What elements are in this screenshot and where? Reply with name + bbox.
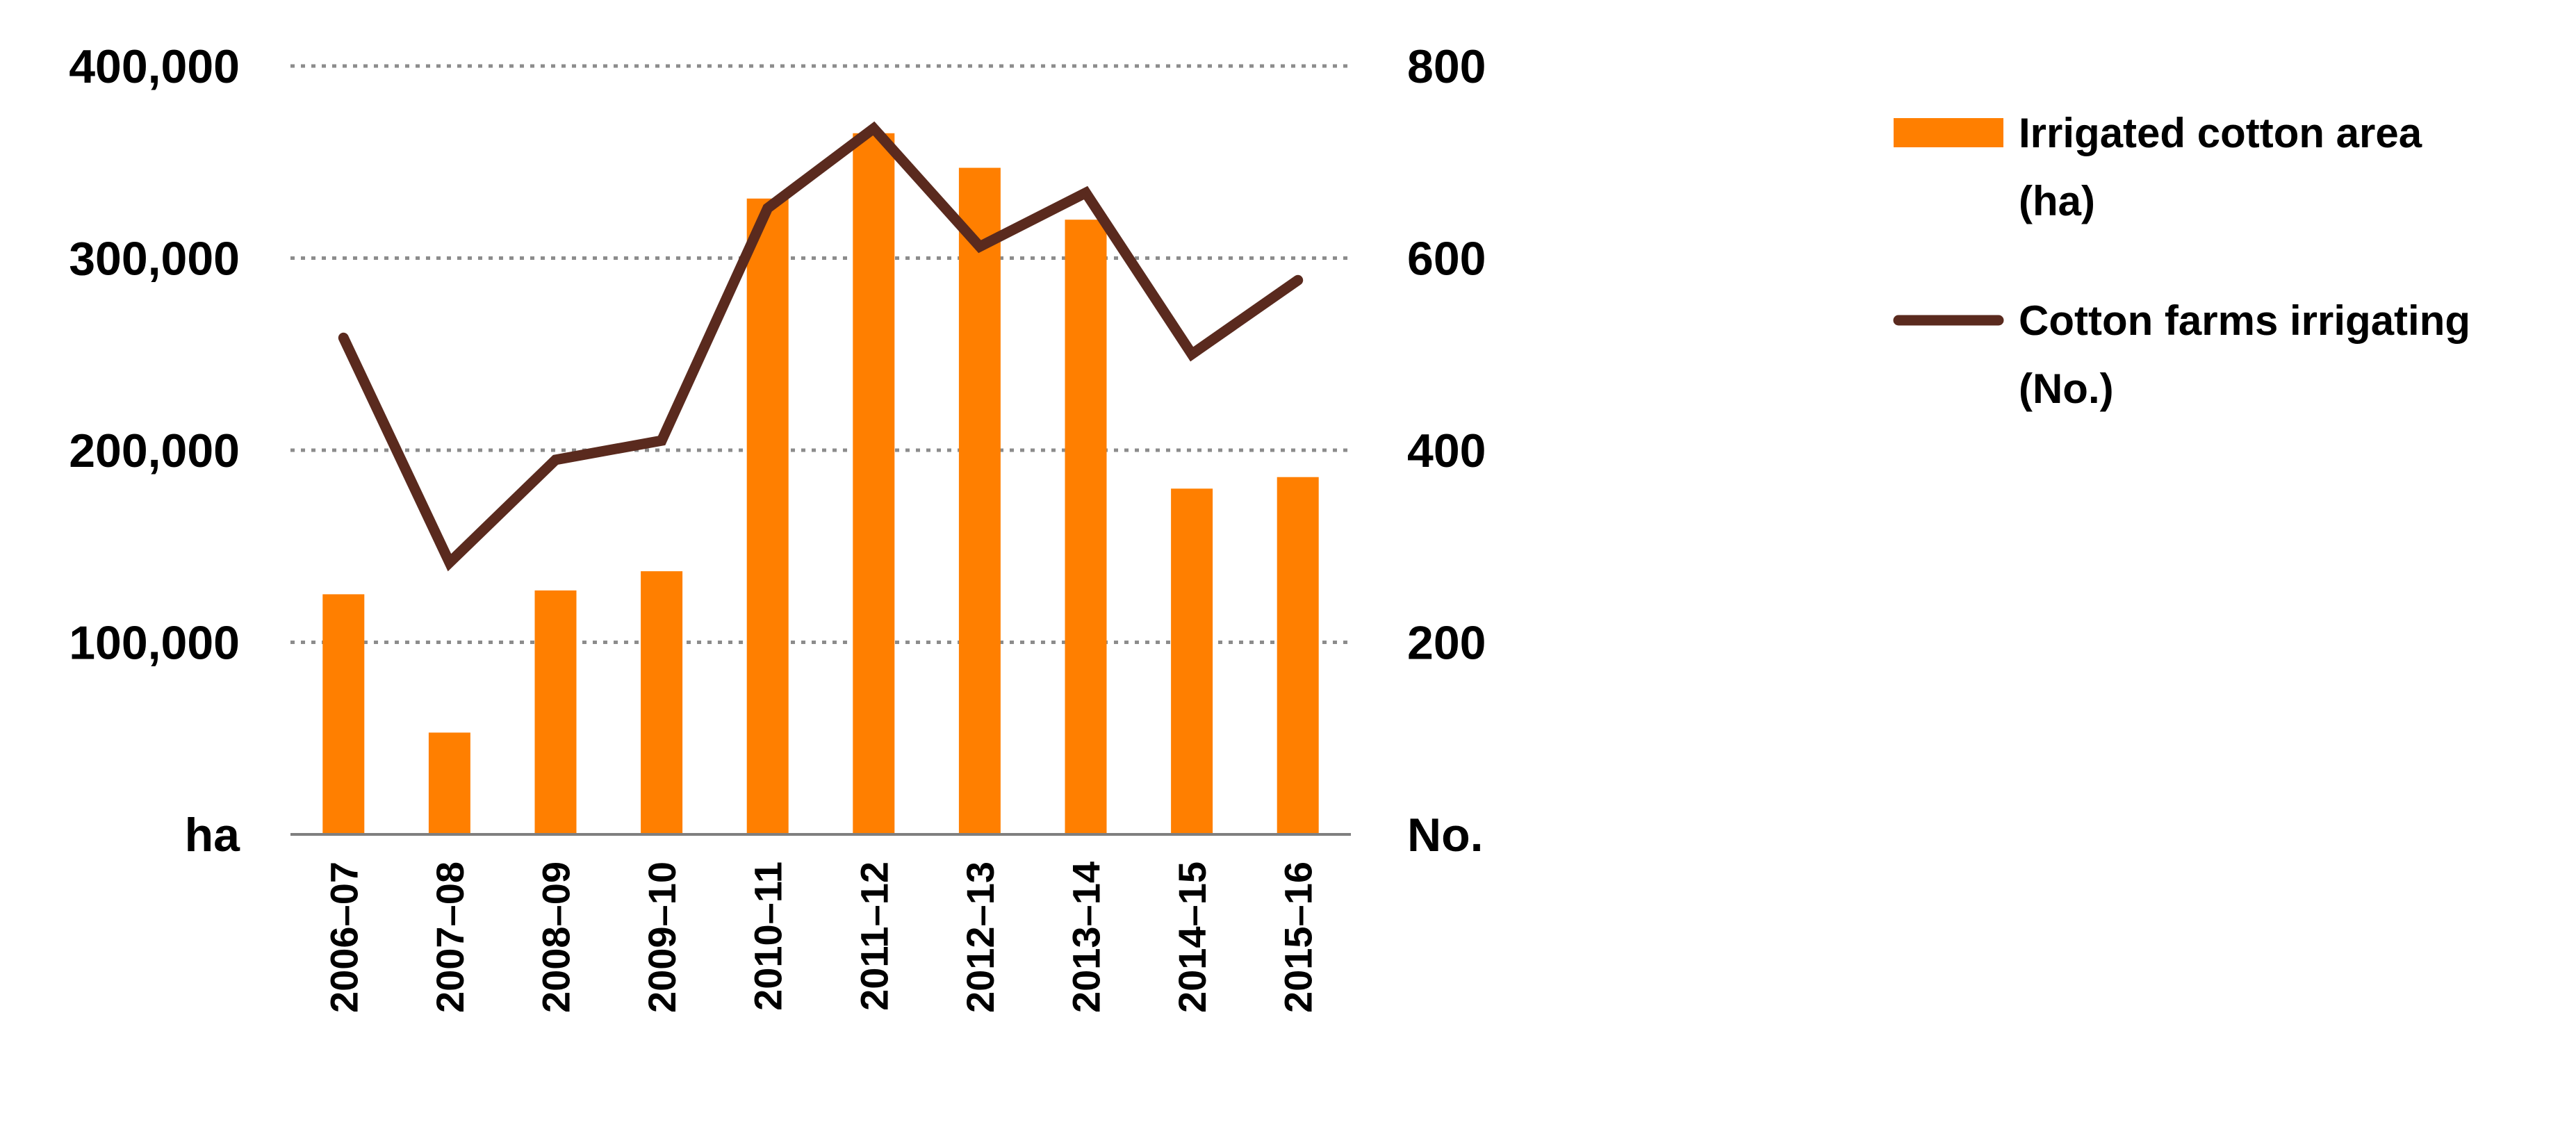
x-tick-label: 2009–10 (640, 861, 684, 1013)
line-point (979, 246, 981, 247)
bar (1277, 477, 1319, 834)
x-tick-label: 2012–13 (958, 861, 1002, 1013)
y-right-tick-label: 400 (1407, 424, 1486, 477)
x-tick-label: 2013–14 (1065, 861, 1108, 1013)
x-tick-label: 2015–16 (1277, 861, 1320, 1013)
bar (746, 198, 789, 834)
bar (428, 732, 470, 834)
legend-label-irrigated-area-line1: Irrigated cotton area (2019, 110, 2422, 156)
x-tick-label: 2010–11 (746, 861, 790, 1011)
legend: Irrigated cotton area (ha) Cotton farms … (1893, 110, 2470, 412)
y-left-tick-label: 400,000 (69, 40, 240, 93)
bar (534, 590, 577, 834)
y-axis-left-ticks: 100,000 200,000 300,000 400,000 (69, 40, 240, 670)
y-axis-right-label: No. (1407, 809, 1484, 861)
y-right-tick-label: 600 (1407, 233, 1486, 286)
bar (958, 167, 1001, 835)
line-point (873, 128, 874, 129)
line-point (555, 459, 556, 461)
legend-label-farms-irrigating-line1: Cotton farms irrigating (2019, 297, 2470, 344)
series-line (338, 121, 1304, 572)
line-series-farms-irrigating (338, 121, 1304, 572)
line-point (1297, 279, 1299, 281)
x-axis-ticks: 2006–07 2007–08 2008–09 2009–10 2010–11 2011–… (322, 861, 1320, 1013)
y-left-tick-label: 200,000 (69, 424, 240, 477)
line-point (1085, 192, 1086, 193)
line-point (449, 562, 450, 563)
y-left-tick-label: 300,000 (69, 233, 240, 286)
x-tick-label: 2006–07 (322, 861, 366, 1013)
bar (853, 133, 895, 834)
bar (322, 594, 365, 834)
x-tick-label: 2007–08 (428, 861, 472, 1013)
y-left-tick-label: 100,000 (69, 617, 240, 670)
bar (1171, 488, 1213, 834)
legend-label-irrigated-area-line2: (ha) (2019, 178, 2095, 224)
legend-swatch-irrigated-area (1894, 118, 2003, 147)
x-tick-label: 2014–15 (1170, 861, 1214, 1013)
y-right-tick-label: 800 (1407, 40, 1486, 93)
legend-label-farms-irrigating-line2: (No.) (2019, 365, 2114, 412)
y-axis-left-label: ha (185, 809, 241, 861)
x-tick-label: 2011–12 (852, 861, 896, 1011)
bar (641, 571, 683, 834)
y-axis-right-ticks: 200 400 600 800 (1407, 40, 1486, 670)
bar (1065, 220, 1107, 834)
bar-series-irrigated-area (322, 133, 1319, 835)
x-tick-label: 2008–09 (534, 861, 578, 1013)
y-right-tick-label: 200 (1407, 617, 1486, 670)
